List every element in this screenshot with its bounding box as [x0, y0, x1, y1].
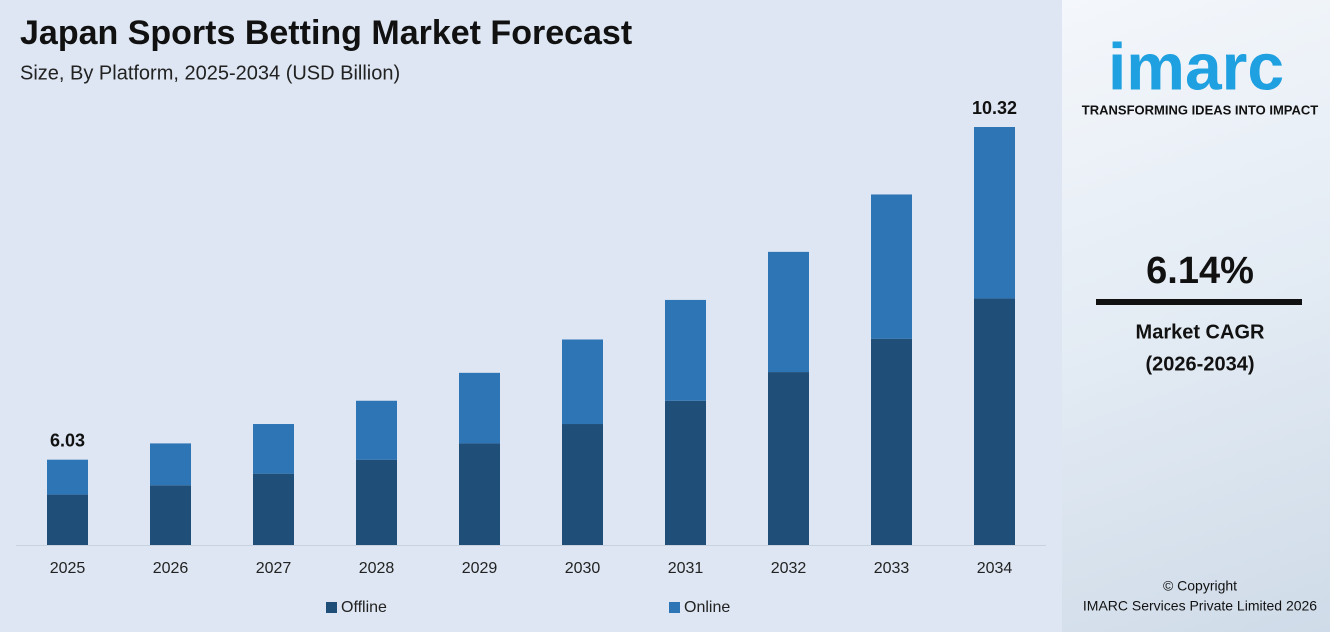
bar-segment [871, 194, 912, 339]
x-tick-label: 2033 [874, 560, 910, 577]
bar-segment [253, 473, 294, 545]
sidebar-graphic: imarc TRANSFORMING IDEAS INTO IMPACT 6.1… [1082, 29, 1318, 614]
x-tick-label: 2025 [50, 560, 86, 577]
bar-segment [47, 459, 88, 495]
bar-segment [150, 443, 191, 486]
bar-segment [871, 338, 912, 545]
cagr-value: 6.14% [1146, 250, 1254, 292]
bar-segment [356, 400, 397, 460]
bar-segment [974, 298, 1015, 545]
logo: imarc [1108, 29, 1284, 103]
cagr-period: (2026-2034) [1146, 353, 1255, 375]
bar-segment [665, 299, 706, 401]
legend-label: Offline [341, 599, 387, 616]
bar-segment [974, 127, 1015, 299]
tagline: TRANSFORMING IDEAS INTO IMPACT [1082, 102, 1318, 117]
company: IMARC Services Private Limited 2026 [1083, 598, 1317, 614]
bar-segment [459, 372, 500, 444]
x-tick-label: 2030 [565, 560, 601, 577]
bar-segment [768, 372, 809, 545]
bar-segment [562, 424, 603, 545]
bar-segment [665, 400, 706, 545]
legend-swatch [326, 602, 337, 613]
cagr-label: Market CAGR [1136, 321, 1265, 343]
legend-swatch [669, 602, 680, 613]
bar-segment [562, 339, 603, 425]
legend-label: Online [684, 599, 730, 616]
copyright: © Copyright [1163, 578, 1237, 594]
bar-segment [356, 459, 397, 545]
bar-segment [253, 424, 294, 474]
x-tick-label: 2027 [256, 560, 292, 577]
bar-segment [768, 251, 809, 373]
x-tick-label: 2028 [359, 560, 395, 577]
x-tick-label: 2026 [153, 560, 189, 577]
chart-subtitle: Size, By Platform, 2025-2034 (USD Billio… [20, 62, 400, 84]
chart: Japan Sports Betting Market Forecast Siz… [16, 14, 1046, 616]
sidebar: imarc TRANSFORMING IDEAS INTO IMPACT 6.1… [1062, 0, 1330, 632]
x-tick-label: 2034 [977, 560, 1013, 577]
bar-segment [150, 485, 191, 545]
total-label: 6.03 [50, 430, 85, 450]
x-tick-label: 2029 [462, 560, 498, 577]
x-tick-label: 2031 [668, 560, 704, 577]
x-tick-label: 2032 [771, 560, 807, 577]
bar-segment [47, 494, 88, 545]
chart-title: Japan Sports Betting Market Forecast [20, 14, 632, 52]
bar-segment [459, 443, 500, 545]
total-label: 10.32 [972, 98, 1017, 118]
divider [1096, 299, 1302, 305]
